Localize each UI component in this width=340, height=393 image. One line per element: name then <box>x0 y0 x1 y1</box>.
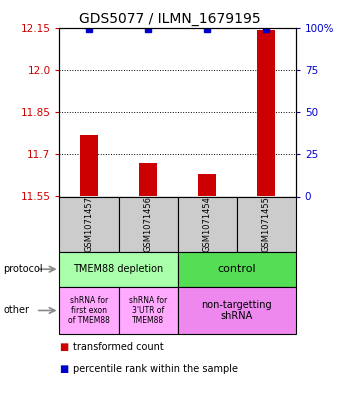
Text: ■: ■ <box>59 342 69 352</box>
Text: protocol: protocol <box>3 264 43 274</box>
Text: shRNA for
3'UTR of
TMEM88: shRNA for 3'UTR of TMEM88 <box>129 296 167 325</box>
Text: GSM1071457: GSM1071457 <box>85 196 94 252</box>
Text: control: control <box>217 264 256 274</box>
Bar <box>80 134 98 196</box>
Text: GDS5077 / ILMN_1679195: GDS5077 / ILMN_1679195 <box>79 12 261 26</box>
Bar <box>59 196 119 252</box>
Text: other: other <box>3 305 29 316</box>
Text: shRNA for
first exon
of TMEM88: shRNA for first exon of TMEM88 <box>68 296 110 325</box>
Text: GSM1071454: GSM1071454 <box>203 196 212 252</box>
Text: non-targetting
shRNA: non-targetting shRNA <box>201 300 272 321</box>
Text: TMEM88 depletion: TMEM88 depletion <box>73 264 164 274</box>
Bar <box>177 252 296 287</box>
Bar <box>257 30 275 196</box>
Bar <box>119 196 177 252</box>
Bar <box>198 174 216 196</box>
Bar <box>177 196 237 252</box>
Text: ■: ■ <box>59 364 69 373</box>
Text: transformed count: transformed count <box>73 342 164 352</box>
Text: GSM1071455: GSM1071455 <box>262 196 271 252</box>
Bar <box>237 196 296 252</box>
Bar <box>177 287 296 334</box>
Text: GSM1071456: GSM1071456 <box>143 196 153 252</box>
Bar <box>59 287 119 334</box>
Bar <box>139 163 157 196</box>
Bar <box>119 287 177 334</box>
Text: percentile rank within the sample: percentile rank within the sample <box>73 364 238 373</box>
Bar <box>59 252 177 287</box>
